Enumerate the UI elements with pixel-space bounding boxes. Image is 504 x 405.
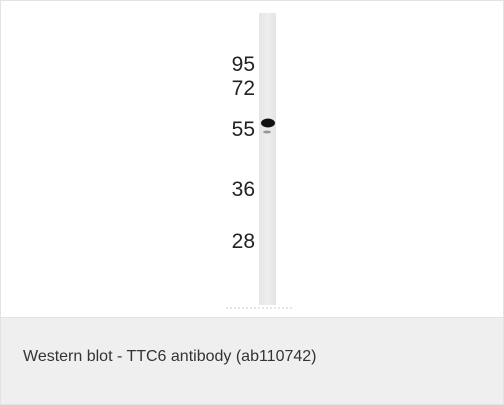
figure-card: 95 72 55 36 28 Western blot - TTC6 antib… xyxy=(0,0,504,405)
marker-label: 72 xyxy=(232,77,255,100)
caption-bar: Western blot - TTC6 antibody (ab110742) xyxy=(1,318,503,404)
marker-label: 95 xyxy=(232,53,255,76)
faint-band xyxy=(263,131,271,134)
marker-label: 36 xyxy=(232,178,255,201)
blot-image: 95 72 55 36 28 xyxy=(1,1,503,318)
band xyxy=(261,119,275,128)
blot: 95 72 55 36 28 xyxy=(1,1,503,317)
caption: Western blot - TTC6 antibody (ab110742) xyxy=(23,348,317,366)
lane xyxy=(259,13,276,305)
marker-label: 28 xyxy=(232,230,255,253)
marker-label: 55 xyxy=(232,118,255,141)
